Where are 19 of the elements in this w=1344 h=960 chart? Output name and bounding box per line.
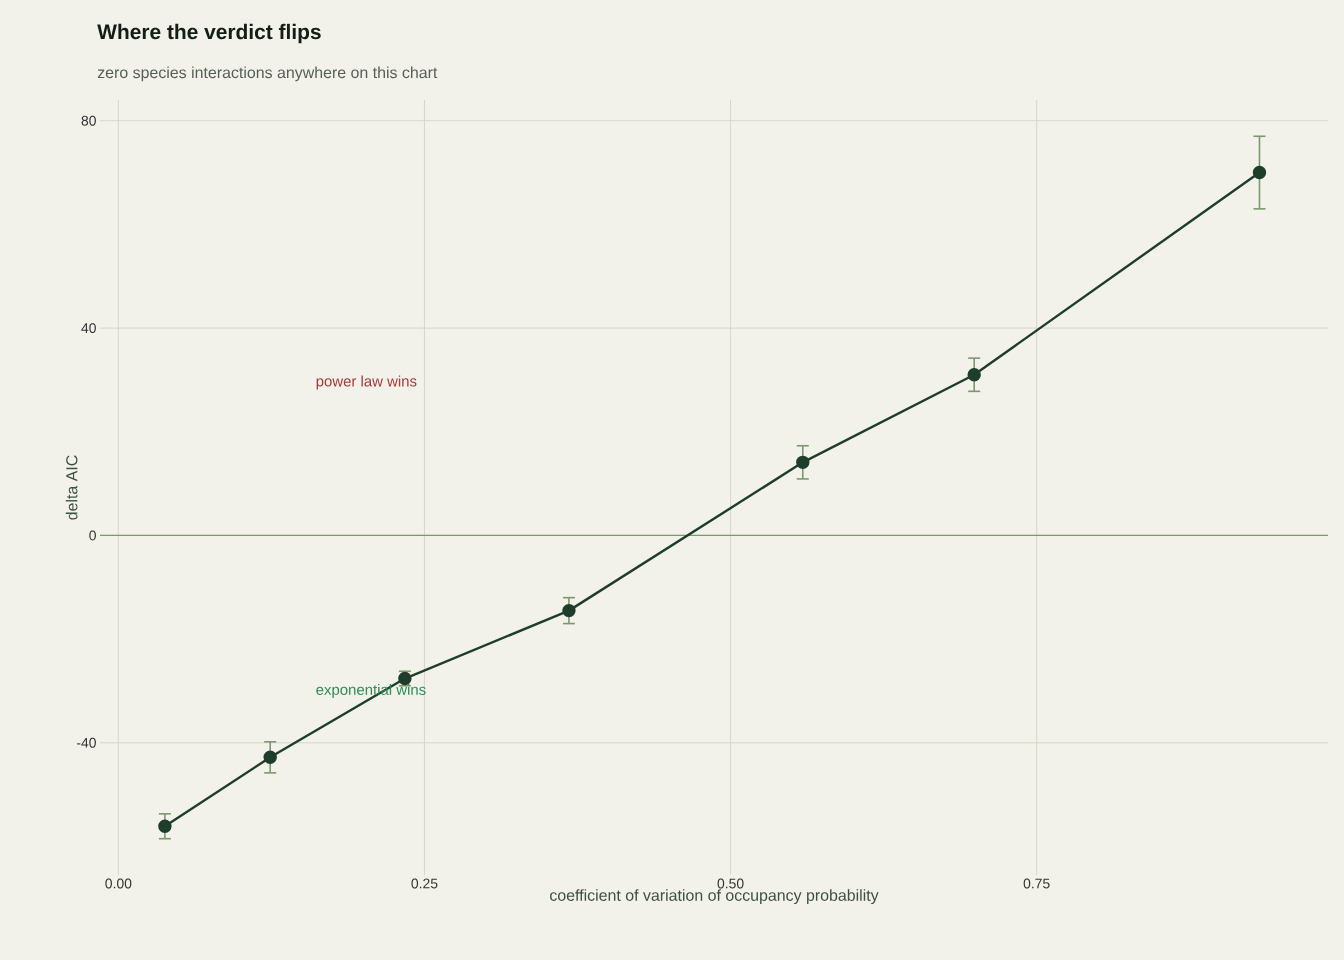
point [967, 368, 981, 382]
y-axis-title: delta AIC [65, 455, 78, 520]
x-tick-label: 0.50 [717, 878, 744, 889]
y-tick-label: 40 [81, 323, 96, 334]
x-tick-label: 0.25 [411, 878, 438, 889]
point [796, 455, 810, 470]
point [263, 750, 277, 765]
x-tick-label: 0.00 [105, 878, 132, 889]
annotation: power law wins [316, 375, 417, 390]
y-tick-label: 80 [81, 115, 96, 126]
x-tick-label: 0.75 [1023, 878, 1050, 889]
point [562, 603, 576, 618]
point [1252, 165, 1267, 180]
y-tick-label: -40 [76, 737, 96, 748]
chart-subtitle: zero species interactions anywhere on this chart [97, 66, 438, 82]
x-axis-title: coefficient of variation of occupancy probability [550, 889, 879, 905]
y-tick-label: 0 [89, 530, 96, 541]
point [158, 819, 172, 833]
chart-title: Where the verdict flips [97, 23, 321, 44]
